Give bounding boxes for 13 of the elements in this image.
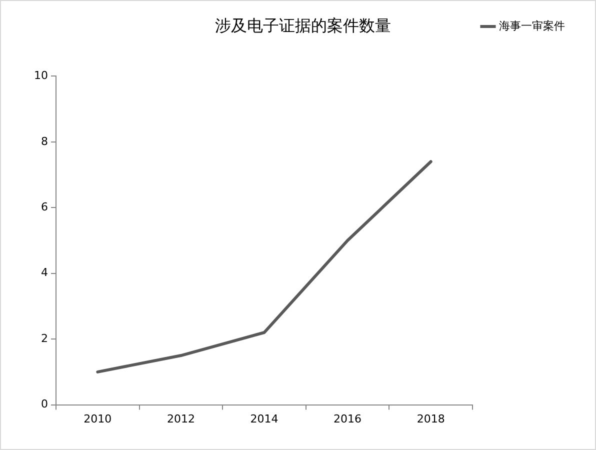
y-tick-label: 0: [40, 398, 48, 411]
x-tick-label: 2012: [166, 412, 195, 426]
x-tick-label: 2016: [334, 412, 362, 426]
legend-label: 海事一审案件: [499, 19, 565, 32]
chart-title: 涉及电子证据的案件数量: [215, 16, 391, 35]
y-tick-label: 4: [40, 266, 48, 280]
x-tick-label: 2014: [250, 412, 278, 426]
y-tick-label: 2: [40, 332, 48, 345]
y-tick-label: 10: [34, 69, 48, 82]
y-tick-label: 8: [40, 134, 48, 148]
y-tick-label: 6: [40, 200, 48, 214]
x-tick-label: 2018: [416, 412, 445, 426]
x-tick-label: 2010: [84, 412, 112, 426]
